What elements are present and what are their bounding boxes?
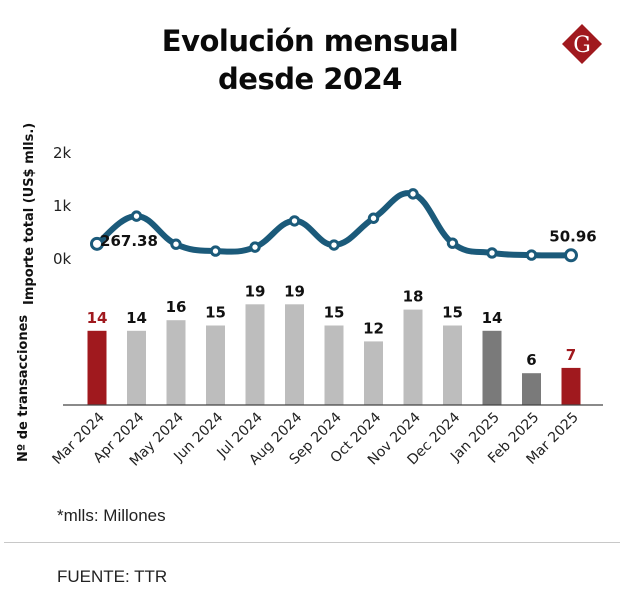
bar-value-label: 7: [566, 346, 576, 364]
line-point: [209, 245, 222, 257]
y-tick-label: 2k: [53, 144, 72, 162]
bar-value-label: 15: [324, 304, 345, 322]
bar-value-label: 19: [245, 282, 266, 300]
line-point: [288, 215, 301, 227]
line-point: [564, 248, 578, 263]
bar-value-label: 12: [363, 319, 384, 337]
bar-value-label: 14: [482, 309, 503, 327]
bar: [87, 330, 107, 405]
publisher-logo-icon: G: [562, 24, 602, 64]
line-point: [486, 247, 498, 259]
line-point: [170, 238, 182, 250]
line-point: [130, 210, 143, 222]
bars: [87, 304, 581, 405]
line-data-label: 50.96: [549, 227, 596, 245]
bar-value-labels: 14 14 16 15 19 19 15 12 18 15 14 6 7: [87, 282, 577, 369]
bar-value-label: 18: [403, 288, 424, 306]
line-point: [407, 188, 419, 200]
title-line-2: desde 2024: [218, 62, 402, 96]
bar-value-label: 6: [526, 351, 536, 369]
bar: [364, 341, 383, 405]
bar: [561, 367, 581, 405]
source: FUENTE: TTR: [57, 567, 168, 586]
line-point: [446, 237, 459, 249]
line-point: [328, 239, 340, 251]
line-data-labels: 267.38 50.96: [100, 227, 597, 250]
y-tick-label: 0k: [53, 250, 72, 268]
bar: [127, 330, 146, 405]
bar: [245, 304, 265, 405]
bar: [522, 373, 541, 405]
logo-letter: G: [573, 33, 591, 58]
y-tick-label: 1k: [53, 197, 72, 215]
line-point: [90, 236, 104, 251]
line-point: [525, 249, 538, 261]
bar: [403, 309, 423, 405]
bar-value-label: 19: [284, 282, 305, 300]
bar: [166, 320, 186, 405]
line-points: [90, 188, 578, 263]
bar-value-label: 16: [166, 298, 187, 316]
line-data-label: 267.38: [100, 232, 158, 250]
line-point: [249, 241, 261, 253]
line-y-ticks: 0k 1k 2k: [53, 144, 72, 268]
bar: [443, 325, 462, 405]
divider: [4, 542, 620, 543]
bar: [206, 325, 225, 405]
bar-value-label: 15: [205, 304, 226, 322]
bar: [482, 330, 502, 405]
title-line-1: Evolución mensual: [161, 24, 459, 58]
chart-title: Evolución mensual desde 2024: [0, 22, 620, 98]
footnote: *mlls: Millones: [57, 506, 166, 525]
bar-value-label: 14: [126, 309, 147, 327]
bar-value-label: 14: [87, 309, 108, 327]
bar: [285, 304, 304, 405]
bar: [324, 325, 344, 405]
line-point: [367, 212, 380, 224]
bar-value-label: 15: [442, 304, 463, 322]
